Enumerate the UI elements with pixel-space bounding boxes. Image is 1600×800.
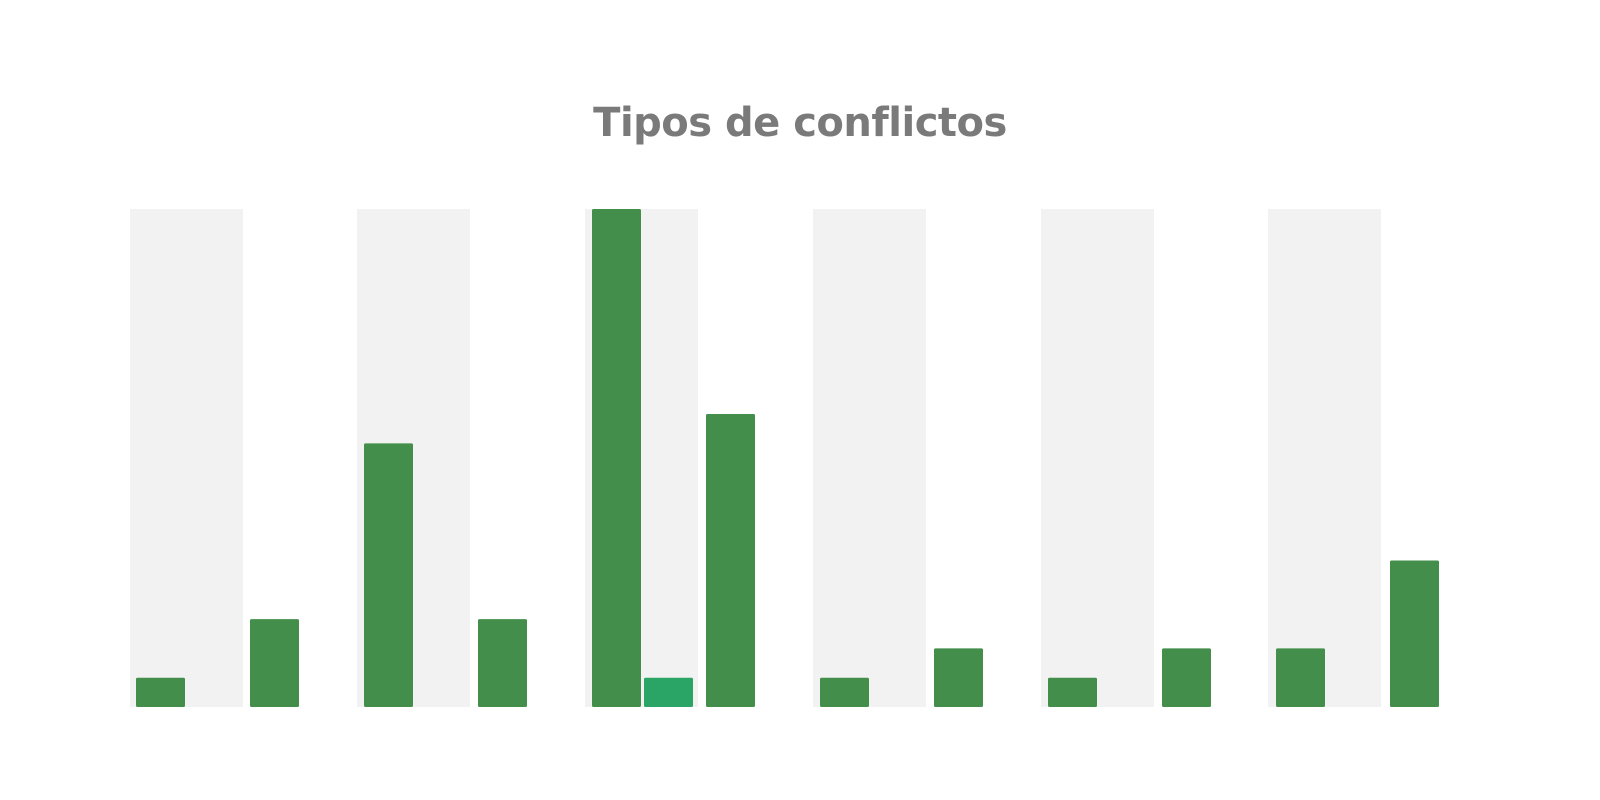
chart-title: Tipos de conflictos bbox=[593, 100, 1007, 146]
background-band bbox=[1268, 209, 1381, 707]
bar[interactable] bbox=[136, 677, 185, 707]
background-bands bbox=[130, 209, 1381, 707]
bar[interactable] bbox=[1276, 648, 1325, 707]
bar-highlighted[interactable] bbox=[644, 677, 693, 707]
bar[interactable] bbox=[934, 648, 983, 707]
bar[interactable] bbox=[1390, 560, 1439, 707]
bar[interactable] bbox=[1162, 648, 1211, 707]
bar[interactable] bbox=[592, 209, 641, 707]
bar[interactable] bbox=[706, 414, 755, 707]
background-band bbox=[130, 209, 243, 707]
bar[interactable] bbox=[478, 619, 527, 707]
bar[interactable] bbox=[1048, 677, 1097, 707]
bar[interactable] bbox=[820, 677, 869, 707]
bar[interactable] bbox=[364, 443, 413, 707]
background-band bbox=[813, 209, 926, 707]
bar[interactable] bbox=[250, 619, 299, 707]
bar-series bbox=[136, 209, 1439, 707]
background-band bbox=[1041, 209, 1154, 707]
